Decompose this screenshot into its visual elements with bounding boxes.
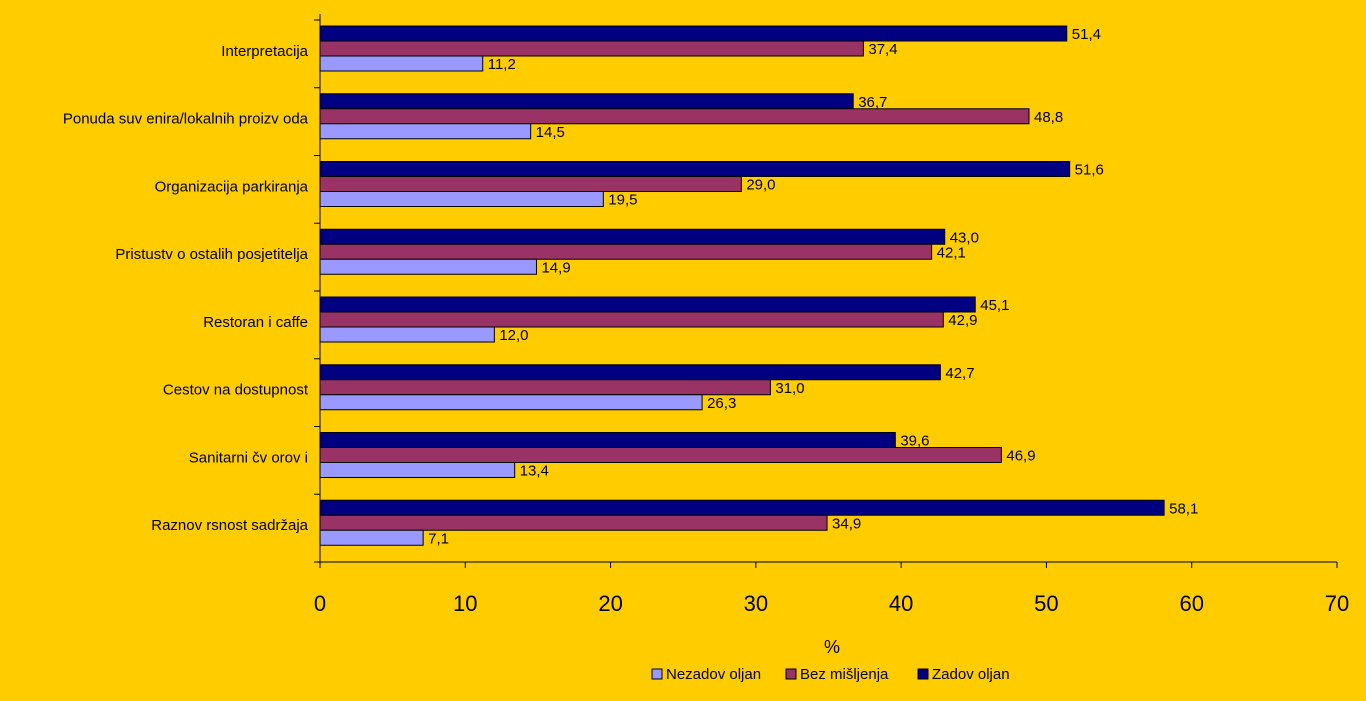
bar-3-1 — [319, 25, 1068, 42]
bar-3-8 — [319, 499, 1165, 516]
category-label-7: Sanitarni čv orov i — [189, 449, 308, 466]
category-label-8: Raznov rsnost sadržaja — [151, 517, 308, 534]
bar-2-3 — [319, 176, 742, 192]
value-label-2-8: 34,9 — [832, 515, 861, 532]
bar-3-5 — [319, 296, 976, 313]
category-label-6: Cestov na dostupnost — [163, 382, 309, 399]
bar-1-6 — [319, 394, 703, 411]
legend: Nezadov oljan Bez mišljenja Zadov oljan — [651, 666, 1010, 683]
category-label-3: Organizacija parkiranja — [155, 178, 309, 195]
x-tick-label-50: 50 — [1034, 591, 1058, 616]
x-tick-label-20: 20 — [598, 591, 622, 616]
value-label-1-8: 7,1 — [428, 530, 449, 547]
bar-1-3 — [319, 191, 604, 207]
value-label-2-4: 42,1 — [937, 244, 966, 261]
x-tick-label-40: 40 — [889, 591, 913, 616]
category-label-5: Restoran i caffe — [203, 314, 308, 331]
bar-3-6 — [319, 364, 941, 381]
value-label-3-7: 39,6 — [900, 433, 929, 450]
legend-swatch-1 — [651, 668, 663, 680]
value-label-3-2: 36,7 — [858, 94, 887, 111]
axes: 0 10 20 30 40 50 60 70 — [314, 14, 1349, 616]
value-label-3-6: 42,7 — [945, 365, 974, 382]
value-label-1-6: 26,3 — [707, 395, 736, 412]
bar-2-8 — [319, 514, 828, 531]
x-tick-label-70: 70 — [1325, 591, 1349, 616]
value-label-3-1: 51,4 — [1072, 26, 1101, 43]
bar-1-1 — [319, 55, 484, 72]
bar-1-7 — [319, 462, 516, 478]
bar-3-4 — [319, 228, 946, 245]
bars — [319, 25, 1165, 546]
value-label-1-7: 13,4 — [520, 463, 549, 480]
bar-2-6 — [319, 379, 771, 396]
bar-1-8 — [319, 529, 424, 546]
value-label-1-3: 19,5 — [608, 192, 637, 209]
x-tick-label-60: 60 — [1179, 591, 1203, 616]
bar-3-7 — [319, 432, 896, 448]
value-label-2-2: 48,8 — [1034, 109, 1063, 126]
legend-label-3: Zadov oljan — [932, 666, 1010, 683]
category-label-4: Pristustv o ostalih posjetitelja — [115, 246, 308, 263]
legend-label-1: Nezadov oljan — [666, 666, 761, 683]
bar-3-3 — [319, 161, 1071, 177]
value-label-3-8: 58,1 — [1169, 500, 1198, 517]
value-label-1-2: 14,5 — [536, 124, 565, 141]
bar-2-2 — [319, 108, 1030, 125]
value-label-2-1: 37,4 — [868, 41, 897, 58]
value-label-3-4: 43,0 — [950, 229, 979, 246]
data-labels: 51,4 37,4 11,2 Interpretacija 36,7 48,8 14,5 Po… — [63, 26, 1198, 547]
bar-1-5 — [319, 326, 495, 343]
value-label-1-4: 14,9 — [541, 259, 570, 276]
value-label-1-5: 12,0 — [499, 327, 528, 344]
value-label-3-5: 45,1 — [980, 297, 1009, 314]
bar-1-4 — [319, 258, 537, 275]
bar-1-2 — [319, 123, 532, 140]
value-label-2-7: 46,9 — [1006, 448, 1035, 465]
value-label-2-3: 29,0 — [746, 177, 775, 194]
value-label-3-3: 51,6 — [1075, 162, 1104, 179]
bar-2-7 — [319, 447, 1002, 463]
bar-2-4 — [319, 243, 933, 260]
value-label-2-6: 31,0 — [775, 380, 804, 397]
bar-2-1 — [319, 40, 864, 57]
bar-2-5 — [319, 311, 944, 328]
legend-label-2: Bez mišljenja — [800, 666, 889, 683]
x-tick-label-0: 0 — [314, 591, 326, 616]
category-label-1: Interpretacija — [221, 43, 308, 60]
legend-swatch-3 — [917, 668, 929, 680]
value-label-2-5: 42,9 — [948, 312, 977, 329]
value-label-1-1: 11,2 — [488, 56, 516, 73]
x-tick-label-30: 30 — [744, 591, 768, 616]
x-tick-label-10: 10 — [453, 591, 477, 616]
bar-3-2 — [319, 93, 854, 110]
category-label-2: Ponuda suv enira/lokalnih proizv oda — [63, 111, 309, 128]
x-axis-title: % — [824, 637, 840, 657]
legend-swatch-2 — [785, 668, 797, 680]
